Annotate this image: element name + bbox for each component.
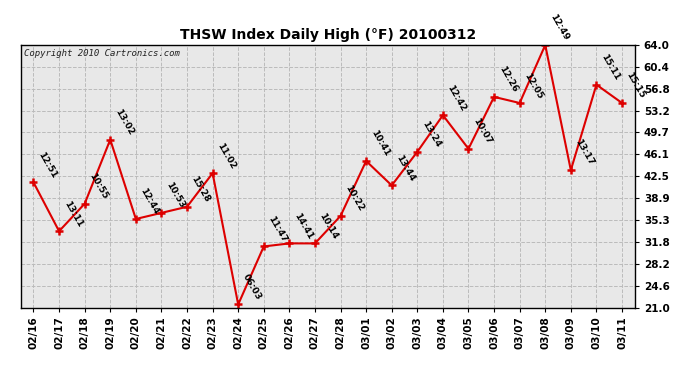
Text: 10:41: 10:41 — [369, 129, 391, 158]
Text: 15:15: 15:15 — [624, 71, 647, 100]
Text: 15:28: 15:28 — [190, 175, 212, 204]
Title: THSW Index Daily High (°F) 20100312: THSW Index Daily High (°F) 20100312 — [179, 28, 476, 42]
Text: 10:53: 10:53 — [164, 181, 186, 210]
Text: Copyright 2010 Cartronics.com: Copyright 2010 Cartronics.com — [23, 49, 179, 58]
Text: 13:17: 13:17 — [573, 138, 595, 167]
Text: 12:42: 12:42 — [446, 83, 468, 112]
Text: 06:03: 06:03 — [241, 273, 263, 302]
Text: 13:24: 13:24 — [420, 120, 442, 149]
Text: 13:44: 13:44 — [395, 153, 417, 183]
Text: 11:47: 11:47 — [266, 214, 289, 244]
Text: 11:02: 11:02 — [215, 141, 237, 170]
Text: 12:26: 12:26 — [497, 65, 519, 94]
Text: 10:22: 10:22 — [344, 184, 366, 213]
Text: 12:51: 12:51 — [37, 150, 59, 180]
Text: 10:55: 10:55 — [88, 172, 110, 201]
Text: 13:11: 13:11 — [62, 199, 84, 228]
Text: 12:44: 12:44 — [139, 187, 161, 216]
Text: 13:02: 13:02 — [113, 108, 135, 137]
Text: 10:07: 10:07 — [471, 117, 493, 146]
Text: 12:49: 12:49 — [548, 13, 570, 42]
Text: 14:41: 14:41 — [292, 211, 315, 241]
Text: 15:11: 15:11 — [599, 53, 621, 82]
Text: 12:05: 12:05 — [522, 71, 544, 100]
Text: 10:14: 10:14 — [317, 211, 340, 241]
